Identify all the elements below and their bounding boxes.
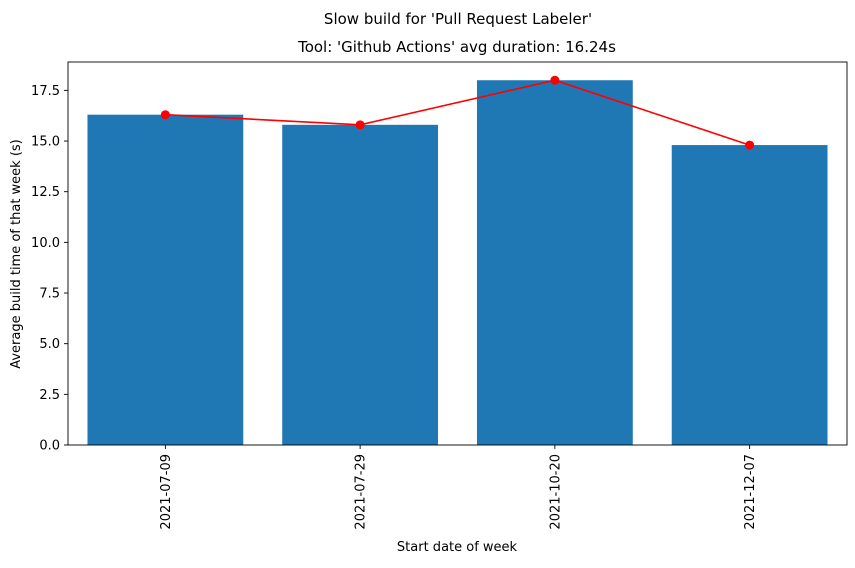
trend-point-2021-12-07 (745, 140, 755, 150)
chart-suptitle: Slow build for 'Pull Request Labeler' (324, 10, 592, 28)
bar-2021-12-07 (671, 145, 828, 445)
x-tick-label: 2021-10-20 (548, 454, 563, 530)
bar-2021-07-09 (87, 114, 244, 445)
trend-line (165, 79, 750, 146)
plot-area: 0.0 2.5 5.0 7.5 10.0 12.5 15.0 17.5 2021-07-09 20… (31, 61, 848, 530)
x-tick-label: 2021-12-07 (743, 454, 758, 530)
y-tick-label: 0.0 (39, 439, 60, 454)
trend-point-2021-10-20 (550, 75, 560, 85)
y-tick-label: 5.0 (39, 337, 60, 352)
y-axis-label: Average build time of that week (s) (9, 139, 24, 369)
x-axis-label: Start date of week (397, 540, 518, 555)
y-tick-label: 2.5 (39, 388, 60, 403)
y-tick-label: 7.5 (39, 287, 60, 302)
x-tick-label: 2021-07-09 (159, 454, 174, 530)
y-tick-label: 12.5 (31, 185, 60, 200)
trend-point-2021-07-09 (160, 110, 170, 120)
y-tick-label: 17.5 (31, 84, 60, 99)
bar-2021-07-29 (282, 124, 439, 446)
axes-frame (67, 61, 848, 446)
y-tick-label: 15.0 (31, 135, 60, 150)
x-tick-label: 2021-07-29 (354, 454, 369, 530)
trend-point-2021-07-29 (355, 120, 365, 130)
chart-title: Tool: 'Github Actions' avg duration: 16.… (297, 38, 616, 56)
y-tick-label: 10.0 (31, 236, 60, 251)
bar-2021-10-20 (476, 80, 633, 445)
